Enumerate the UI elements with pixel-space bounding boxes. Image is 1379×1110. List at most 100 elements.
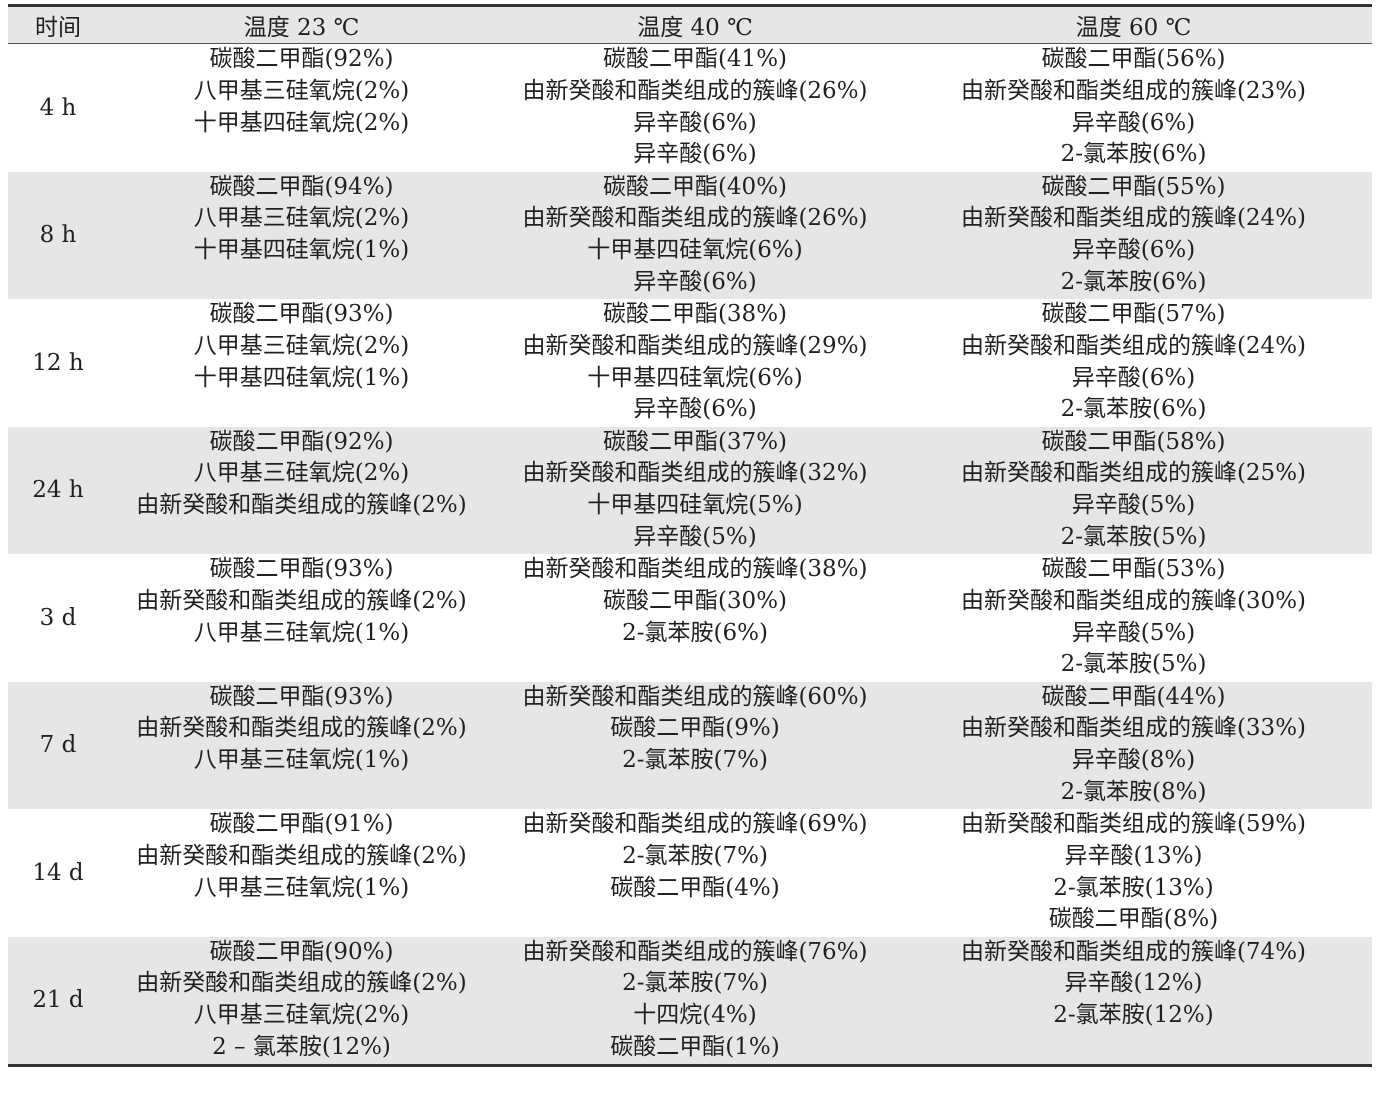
- compound-entry: 2-氯苯胺(6%): [622, 619, 768, 646]
- compound-entry: 碳酸二甲酯(37%): [602, 428, 788, 455]
- compound-cell-t40: 碳酸二甲酯(37%) 由新癸酸和酯类组成的簇峰(32%) 十甲基四硅氧烷(5%) 异辛…: [495, 427, 895, 555]
- table-row: 24 h 碳酸二甲酯(92%) 八甲基三硅氧烷(2%) 由新癸酸和酯类组成的簇峰(2%…: [8, 426, 1372, 555]
- compound-entry: 由新癸酸和酯类组成的簇峰(59%): [960, 811, 1307, 837]
- time-cell: 7 d: [8, 682, 108, 810]
- compound-entry: 碳酸二甲酯(53%): [1041, 556, 1226, 582]
- compound-entry: 碳酸二甲酯(91%): [209, 811, 394, 837]
- compound-entry: 碳酸二甲酯(9%): [610, 715, 780, 742]
- compound-entry: 异辛酸(6%): [1071, 237, 1196, 264]
- table-row: 3 d 碳酸二甲酯(93%) 由新癸酸和酯类组成的簇峰(2%) 八甲基三硅氧烷(1%)…: [8, 554, 1372, 682]
- compound-entry: 由新癸酸和酯类组成的簇峰(60%): [522, 683, 868, 710]
- compound-cell-t60: 碳酸二甲酯(53%) 由新癸酸和酯类组成的簇峰(30%) 异辛酸(5%) 2-氯苯胺(…: [895, 554, 1372, 682]
- compound-entry: 八甲基三硅氧烷(1%): [193, 747, 410, 774]
- compound-entry: 十甲基四硅氧烷(2%): [193, 109, 410, 136]
- compound-entry: 2-氯苯胺(7%): [622, 747, 768, 774]
- compound-entry: 八甲基三硅氧烷(2%): [193, 1002, 410, 1029]
- compound-cell-t40: 由新癸酸和酯类组成的簇峰(76%) 2-氯苯胺(7%) 十四烷(4%) 碳酸二甲酯(1…: [495, 937, 895, 1065]
- compound-cell-t23: 碳酸二甲酯(93%) 由新癸酸和酯类组成的簇峰(2%) 八甲基三硅氧烷(1%): [108, 682, 495, 810]
- compound-entry: 2-氯苯胺(5%): [1060, 523, 1207, 550]
- compound-cell-t23: 碳酸二甲酯(93%) 八甲基三硅氧烷(2%) 十甲基四硅氧烷(1%): [108, 299, 495, 427]
- compound-entry: 八甲基三硅氧烷(1%): [193, 619, 410, 646]
- compound-cell-t40: 碳酸二甲酯(40%) 由新癸酸和酯类组成的簇峰(26%) 十甲基四硅氧烷(6%) 异辛…: [495, 172, 895, 300]
- compound-entry: 碳酸二甲酯(92%): [209, 428, 394, 455]
- compound-entry: 十甲基四硅氧烷(1%): [193, 364, 410, 391]
- compound-entry: 碳酸二甲酯(1%): [610, 1033, 780, 1060]
- compound-entry: 2-氯苯胺(7%): [622, 970, 768, 997]
- time-label: 21 d: [32, 987, 84, 1014]
- compound-entry: 2-氯苯胺(6%): [1060, 396, 1207, 423]
- compound-entry: 碳酸二甲酯(93%): [209, 683, 394, 710]
- compound-entry: 碳酸二甲酯(57%): [1041, 301, 1226, 327]
- compound-entry: 由新癸酸和酯类组成的簇峰(38%): [522, 556, 868, 582]
- time-cell: 4 h: [8, 44, 108, 172]
- compound-cell-t60: 碳酸二甲酯(44%) 由新癸酸和酯类组成的簇峰(33%) 异辛酸(8%) 2-氯苯胺(…: [895, 682, 1372, 810]
- time-label: 8 h: [39, 222, 77, 249]
- compound-entry: 由新癸酸和酯类组成的簇峰(2%): [136, 842, 467, 869]
- table-row: 12 h 碳酸二甲酯(93%) 八甲基三硅氧烷(2%) 十甲基四硅氧烷(1%) 碳酸二甲…: [8, 299, 1372, 427]
- compound-entry: 八甲基三硅氧烷(2%): [193, 460, 410, 487]
- compound-entry: 十甲基四硅氧烷(5%): [587, 492, 803, 519]
- compound-entry: 异辛酸(6%): [633, 268, 757, 295]
- compound-entry: 碳酸二甲酯(93%): [209, 556, 394, 582]
- compound-entry: 2-氯苯胺(7%): [622, 842, 768, 869]
- compound-entry: 异辛酸(6%): [1071, 109, 1196, 136]
- compound-cell-t23: 碳酸二甲酯(91%) 由新癸酸和酯类组成的簇峰(2%) 八甲基三硅氧烷(1%): [108, 809, 495, 937]
- header-23c: 温度 23 ℃: [243, 15, 360, 41]
- compound-entry: 2-氯苯胺(5%): [1060, 651, 1207, 678]
- compound-entry: 由新癸酸和酯类组成的簇峰(2%): [136, 587, 467, 614]
- compound-entry: 由新癸酸和酯类组成的簇峰(26%): [522, 77, 868, 104]
- compound-entry: 由新癸酸和酯类组成的簇峰(2%): [136, 970, 467, 997]
- time-cell: 8 h: [8, 172, 108, 300]
- compound-entry: 碳酸二甲酯(40%): [602, 173, 788, 200]
- compound-entry: 碳酸二甲酯(38%): [602, 301, 788, 327]
- compound-entry: 碳酸二甲酯(55%): [1041, 173, 1226, 200]
- time-label: 4 h: [39, 94, 77, 121]
- compound-entry: 八甲基三硅氧烷(2%): [193, 77, 410, 104]
- compound-entry: 八甲基三硅氧烷(2%): [193, 205, 410, 232]
- header-60c: 温度 60 ℃: [1075, 15, 1192, 41]
- results-table: 时间 温度 23 ℃ 温度 40 ℃ 温度 60 ℃ 4 h 碳酸二甲酯(92%)…: [8, 4, 1372, 1067]
- compound-cell-t23: 碳酸二甲酯(92%) 八甲基三硅氧烷(2%) 由新癸酸和酯类组成的簇峰(2%): [108, 427, 495, 555]
- compound-entry: 异辛酸(12%): [1064, 970, 1203, 997]
- compound-entry: 由新癸酸和酯类组成的簇峰(74%): [960, 938, 1307, 965]
- compound-entry: 异辛酸(6%): [633, 396, 757, 423]
- compound-entry: 2-氯苯胺(6%): [1060, 141, 1207, 168]
- time-cell: 3 d: [8, 554, 108, 682]
- time-cell: 12 h: [8, 299, 108, 427]
- time-cell: 14 d: [8, 809, 108, 937]
- compound-entry: 碳酸二甲酯(8%): [1048, 906, 1219, 933]
- time-label: 12 h: [32, 349, 84, 376]
- compound-cell-t60: 碳酸二甲酯(56%) 由新癸酸和酯类组成的簇峰(23%) 异辛酸(6%) 2-氯苯胺(…: [895, 44, 1372, 172]
- compound-entry: 异辛酸(5%): [633, 523, 757, 550]
- compound-entry: 2-氯苯胺(13%): [1053, 874, 1214, 901]
- compound-entry: 碳酸二甲酯(90%): [209, 938, 394, 965]
- compound-entry: 碳酸二甲酯(93%): [209, 301, 394, 327]
- compound-entry: 碳酸二甲酯(41%): [602, 46, 788, 72]
- compound-cell-t60: 由新癸酸和酯类组成的簇峰(74%) 异辛酸(12%) 2-氯苯胺(12%): [895, 937, 1372, 1065]
- compound-entry: 由新癸酸和酯类组成的簇峰(25%): [960, 460, 1307, 487]
- header-time: 时间: [35, 15, 81, 41]
- compound-cell-t23: 碳酸二甲酯(93%) 由新癸酸和酯类组成的簇峰(2%) 八甲基三硅氧烷(1%): [108, 554, 495, 682]
- header-40c: 温度 40 ℃: [637, 15, 753, 41]
- table-row: 14 d 碳酸二甲酯(91%) 由新癸酸和酯类组成的簇峰(2%) 八甲基三硅氧烷(1%…: [8, 809, 1372, 937]
- compound-entry: 异辛酸(5%): [1071, 619, 1196, 646]
- compound-entry: 碳酸二甲酯(92%): [209, 46, 394, 72]
- compound-entry: 由新癸酸和酯类组成的簇峰(69%): [522, 811, 868, 837]
- compound-entry: 碳酸二甲酯(94%): [209, 173, 394, 200]
- compound-entry: 十甲基四硅氧烷(6%): [587, 364, 803, 391]
- compound-entry: 十甲基四硅氧烷(6%): [587, 237, 803, 264]
- compound-cell-t60: 碳酸二甲酯(57%) 由新癸酸和酯类组成的簇峰(24%) 异辛酸(6%) 2-氯苯胺(…: [895, 299, 1372, 427]
- compound-entry: 由新癸酸和酯类组成的簇峰(26%): [522, 205, 868, 232]
- compound-entry: 异辛酸(6%): [633, 141, 757, 168]
- compound-entry: 由新癸酸和酯类组成的簇峰(29%): [522, 332, 868, 359]
- table-header: 时间 温度 23 ℃ 温度 40 ℃ 温度 60 ℃: [8, 7, 1372, 44]
- time-label: 7 d: [39, 732, 77, 759]
- table-body: 4 h 碳酸二甲酯(92%) 八甲基三硅氧烷(2%) 十甲基四硅氧烷(2%) 碳酸二甲酯…: [8, 44, 1372, 1064]
- compound-entry: 碳酸二甲酯(4%): [610, 874, 780, 901]
- time-label: 14 d: [32, 859, 84, 886]
- compound-cell-t40: 由新癸酸和酯类组成的簇峰(69%) 2-氯苯胺(7%) 碳酸二甲酯(4%): [495, 809, 895, 937]
- compound-entry: 十甲基四硅氧烷(1%): [193, 237, 410, 264]
- compound-cell-t40: 由新癸酸和酯类组成的簇峰(60%) 碳酸二甲酯(9%) 2-氯苯胺(7%): [495, 682, 895, 810]
- table-row: 4 h 碳酸二甲酯(92%) 八甲基三硅氧烷(2%) 十甲基四硅氧烷(2%) 碳酸二甲酯…: [8, 44, 1372, 172]
- time-cell: 24 h: [8, 427, 108, 555]
